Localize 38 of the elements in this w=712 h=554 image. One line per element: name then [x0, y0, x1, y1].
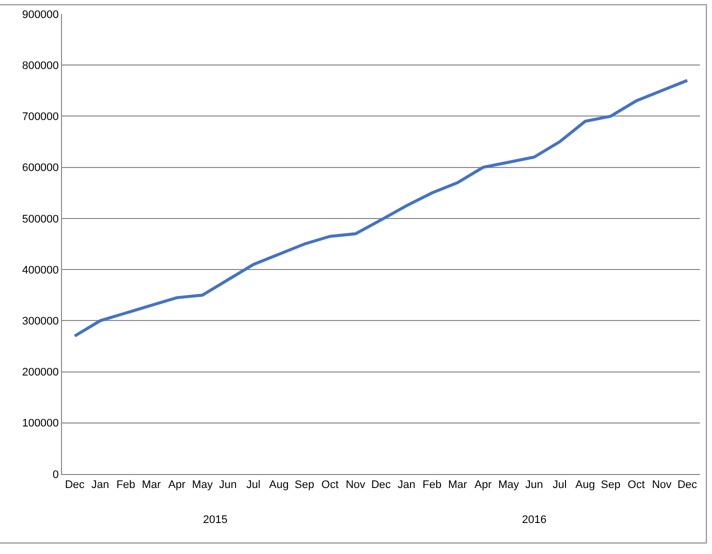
x-tick-label: Jul — [246, 479, 260, 492]
y-tick-label: 700000 — [22, 111, 59, 124]
x-tick-label: Nov — [652, 479, 672, 492]
y-tick-label: 600000 — [22, 162, 59, 174]
x-tick-label: Sep — [600, 479, 620, 492]
text: 2015 — [203, 514, 228, 526]
x-tick-label: Apr — [474, 479, 492, 492]
x-tick-label: Mar — [142, 479, 162, 492]
x-tick-label: Aug — [575, 479, 595, 492]
y-tick-label: 100000 — [22, 418, 59, 430]
text: 2016 — [522, 514, 546, 526]
x-tick-label: Dec — [64, 479, 86, 492]
x-tick-label: Jan — [91, 479, 110, 492]
x-tick-label: Jun — [525, 479, 543, 492]
y-tick-label: 800000 — [22, 60, 59, 72]
x-tick-label: Aug — [269, 479, 289, 492]
y-tick-label: 400000 — [22, 264, 59, 276]
y-tick-label: 300000 — [22, 316, 59, 328]
y-tick-label: 0 — [52, 468, 59, 481]
y-tick-label: 500000 — [22, 213, 59, 226]
x-tick-label: Jul — [552, 479, 567, 492]
x-tick-label: May — [192, 479, 214, 492]
x-tick-label: Sep — [294, 479, 314, 492]
y-tick-label: 900000 — [22, 8, 59, 21]
x-tick-label: Oct — [321, 479, 339, 492]
x-tick-label: Dec — [371, 479, 392, 492]
x-tick-label: Jun — [219, 479, 237, 492]
x-tick-label: May — [498, 479, 520, 492]
x-tick-label: Oct — [628, 479, 645, 492]
line-series — [73, 78, 689, 338]
x-tick-label: Apr — [168, 479, 186, 492]
x-tick-label: Jan — [398, 479, 416, 492]
x-tick-label: Nov — [346, 479, 366, 492]
x-tick-label: Dec — [677, 479, 698, 492]
x-tick-label: Feb — [116, 479, 136, 492]
x-tick-label: Feb — [422, 479, 442, 492]
y-tick-label: 200000 — [22, 366, 59, 379]
x-tick-label: Mar — [448, 479, 468, 492]
